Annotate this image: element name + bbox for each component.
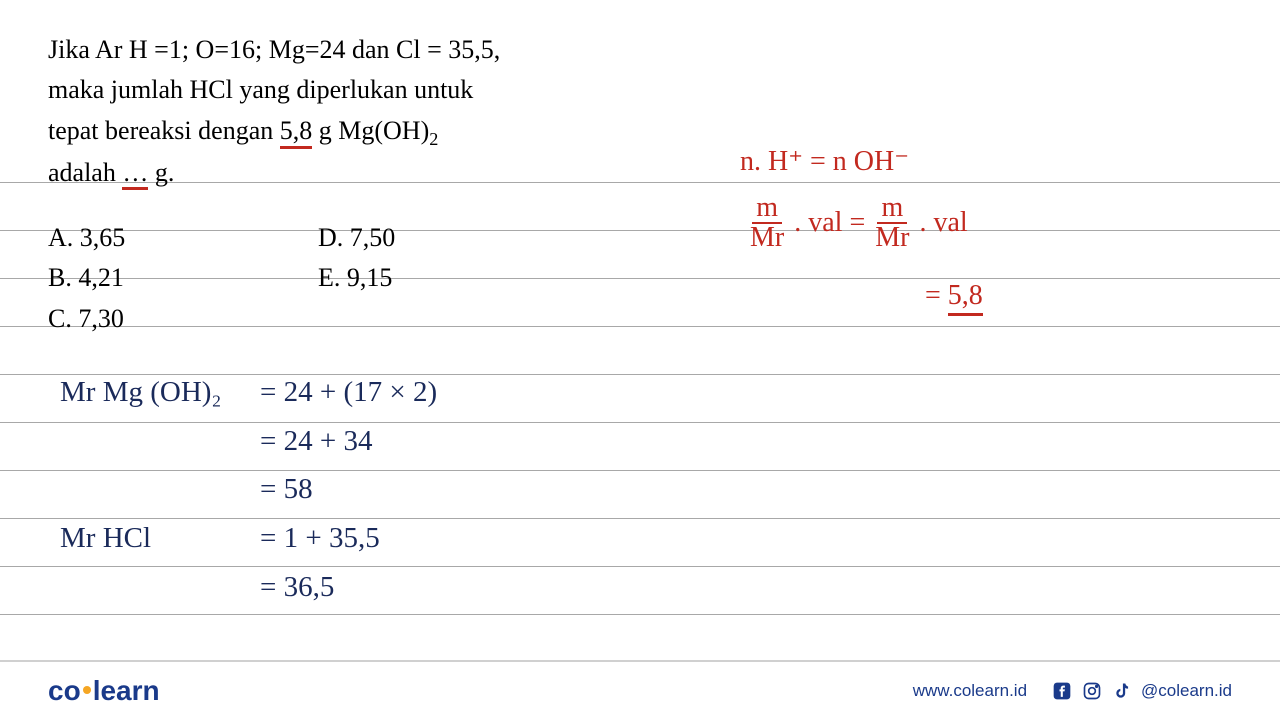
logo-dot-icon [83,686,91,694]
social-links: @colearn.id [1051,680,1232,702]
facebook-icon [1051,680,1073,702]
blue-work-section: Mr Mg (OH)₂ = 24 + (17 × 2) = 24 + 34 = … [60,368,437,612]
fraction-1: m Mr [746,194,788,252]
blue-value-1: = 24 + (17 × 2) [260,368,437,417]
option-a: A. 3,65 [48,218,318,258]
question-line-3: tepat bereaksi dengan 5,8 g Mg(OH)2 [48,111,598,153]
question-line-4: adalah … g. [48,153,598,193]
red-work-line-3: = 5,8 [925,280,983,312]
option-d: D. 7,50 [318,218,518,258]
answer-blank: … [122,158,148,190]
option-c: C. 7,30 [48,299,318,339]
blue-value-4: = 1 + 35,5 [260,514,380,563]
colearn-logo: colearn [48,675,160,707]
red-work-line-2: m Mr . val = m Mr . val [740,194,968,252]
blue-label-2: Mr HCl [60,514,260,563]
tiktok-icon [1111,680,1133,702]
highlighted-value: 5,8 [280,116,313,149]
question-line-1: Jika Ar H =1; O=16; Mg=24 dan Cl = 35,5, [48,30,598,70]
question-line-2: maka jumlah HCl yang diperlukan untuk [48,70,598,110]
answer-options: A. 3,65 D. 7,50 B. 4,21 E. 9,15 C. 7,30 [48,218,518,339]
red-work-line-1: n. H⁺ = n OH⁻ [740,144,909,178]
option-b: B. 4,21 [48,258,318,298]
blue-value-2: = 24 + 34 [260,417,372,466]
footer: colearn www.colearn.id @colearn.id [0,660,1280,720]
option-e: E. 9,15 [318,258,518,298]
question-text: Jika Ar H =1; O=16; Mg=24 dan Cl = 35,5,… [48,30,598,193]
website-url: www.colearn.id [913,681,1027,701]
fraction-2: m Mr [871,194,913,252]
blue-value-5: = 36,5 [260,563,334,612]
blue-value-3: = 58 [260,465,313,514]
blue-label-1: Mr Mg (OH)₂ [60,368,260,417]
footer-right: www.colearn.id @colearn.id [913,680,1232,702]
instagram-icon [1081,680,1103,702]
social-handle: @colearn.id [1141,681,1232,701]
